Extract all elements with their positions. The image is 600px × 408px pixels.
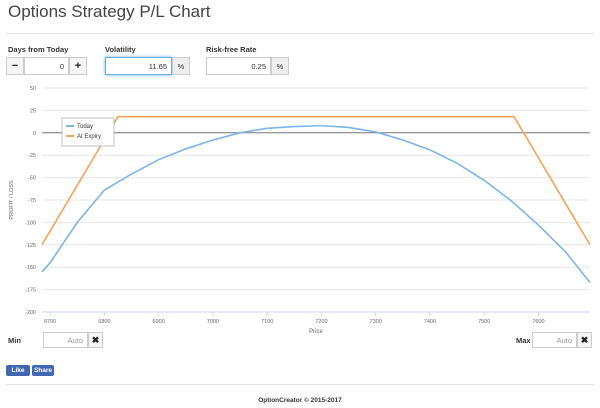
- series-line: [41, 115, 591, 246]
- x-tick-label: 7100: [261, 319, 273, 325]
- legend-label: At Expiry: [77, 134, 101, 140]
- y-axis-label: PROFIT / LOSS: [9, 180, 15, 220]
- y-tick-label: 0: [33, 131, 36, 137]
- chart: -200 -175 -150 -125 -100 -75 -50 -25 0 25 50 6700 68…: [9, 86, 591, 335]
- volatility-input[interactable]: 11.65: [105, 57, 172, 75]
- x-tick-label: 6700: [44, 319, 56, 325]
- x-tick-label: 7000: [207, 319, 219, 325]
- rate-unit: %: [271, 57, 289, 75]
- page-title: Options Strategy P/L Chart: [8, 2, 211, 21]
- max-clear[interactable]: ✖: [577, 332, 592, 348]
- x-tick-label: 7600: [532, 319, 544, 325]
- min-label: Min: [8, 336, 21, 345]
- y-tick-label: -50: [28, 176, 36, 182]
- days-input[interactable]: 0: [24, 57, 69, 75]
- legend-box: [61, 117, 115, 147]
- max-input[interactable]: Auto: [532, 332, 577, 348]
- y-tick-label: -125: [25, 243, 36, 249]
- share-text: Share: [33, 367, 53, 374]
- x-tick-label: 6900: [153, 319, 165, 325]
- series-line: [41, 124, 591, 283]
- like-button[interactable]: Like: [6, 365, 30, 376]
- y-tick-label: -100: [25, 220, 36, 226]
- rate-label: Risk-free Rate: [206, 45, 257, 54]
- y-tick-label: -175: [25, 288, 36, 294]
- max-label: Max: [516, 336, 531, 345]
- min-clear[interactable]: ✖: [88, 332, 103, 348]
- plus-button[interactable]: +: [69, 57, 87, 75]
- min-input[interactable]: Auto: [43, 332, 88, 348]
- x-tick-label: 7200: [315, 319, 327, 325]
- footer: OptionCreator © 2015-2017: [258, 397, 342, 404]
- minus-button[interactable]: −: [6, 57, 24, 75]
- legend: Today At Expiry: [61, 117, 115, 147]
- divider: [6, 384, 594, 385]
- y-tick-label: -200: [25, 310, 36, 316]
- legend-label: Today: [77, 124, 93, 130]
- y-tick-label: -150: [25, 265, 36, 271]
- divider: [6, 33, 594, 34]
- rate-input[interactable]: 0.25: [206, 57, 271, 75]
- y-tick-label: 50: [30, 86, 36, 92]
- x-tick-label: 7400: [424, 319, 436, 325]
- y-tick-label: -75: [28, 198, 36, 204]
- volatility-label: Volatility: [105, 45, 136, 54]
- x-tick-label: 7300: [370, 319, 382, 325]
- days-label: Days from Today: [8, 45, 69, 54]
- x-axis-label: Price: [309, 329, 323, 335]
- volatility-unit: %: [172, 57, 190, 75]
- x-tick-label: 6800: [98, 319, 110, 325]
- share-button[interactable]: Share: [32, 365, 54, 376]
- like-text: Like: [11, 367, 25, 374]
- y-tick-label: -25: [28, 153, 36, 159]
- y-tick-label: 25: [30, 108, 36, 114]
- x-tick-label: 7500: [478, 319, 490, 325]
